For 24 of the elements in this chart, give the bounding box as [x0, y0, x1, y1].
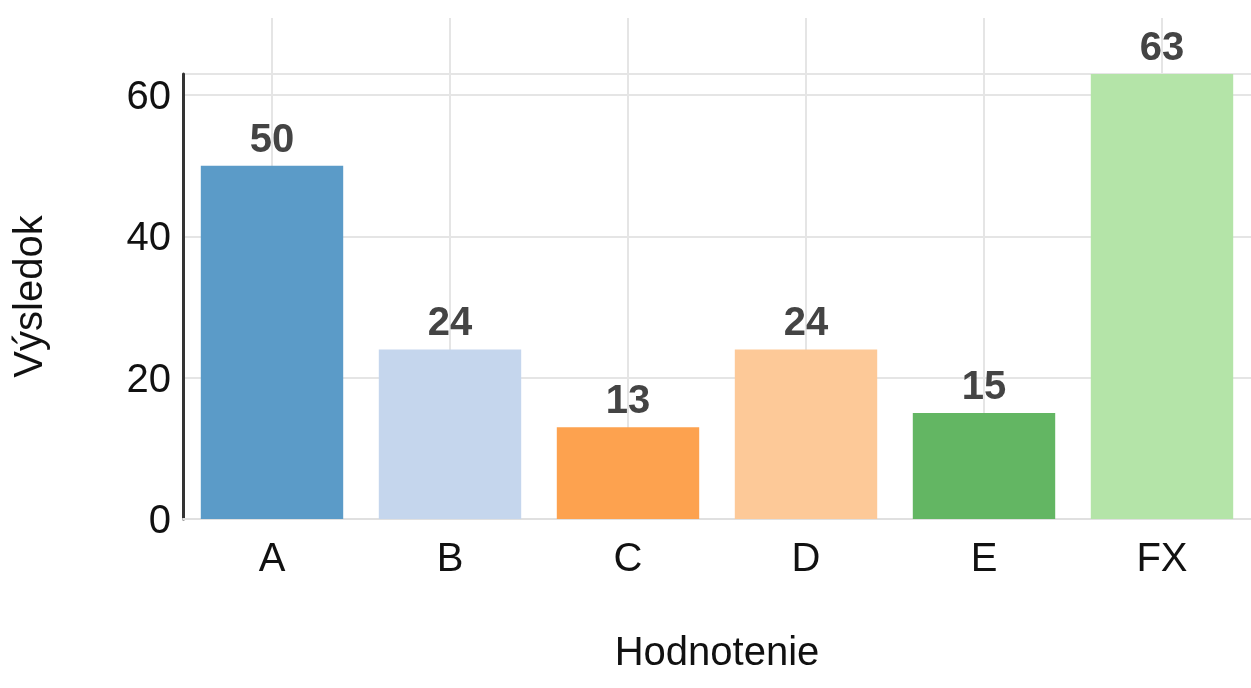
- data-label: 50: [249, 115, 295, 160]
- x-tick-label: D: [791, 535, 821, 579]
- bar: [200, 165, 344, 519]
- data-label: 13: [605, 377, 651, 422]
- x-tick-label: C: [613, 535, 643, 579]
- x-tick-label: FX: [1136, 535, 1188, 579]
- y-tick-label: 40: [126, 214, 171, 259]
- y-axis-title: Výsledok: [6, 214, 50, 378]
- y-tick-label: 20: [126, 355, 171, 400]
- data-label: 24: [427, 299, 473, 344]
- x-tick-label: E: [970, 535, 998, 579]
- x-tick-label: A: [258, 535, 286, 579]
- y-tick-label: 0: [148, 497, 171, 541]
- data-label: 24: [783, 299, 829, 344]
- x-axis-title: Hodnotenie: [614, 629, 820, 673]
- bar: [734, 349, 878, 519]
- bar: [912, 413, 1056, 519]
- data-label: 63: [1139, 24, 1185, 68]
- bar: [556, 427, 700, 519]
- bar: [1090, 74, 1234, 519]
- bar: [378, 349, 522, 519]
- x-tick-label: B: [436, 535, 464, 579]
- data-label: 15: [961, 363, 1007, 408]
- y-tick-label: 60: [126, 73, 171, 118]
